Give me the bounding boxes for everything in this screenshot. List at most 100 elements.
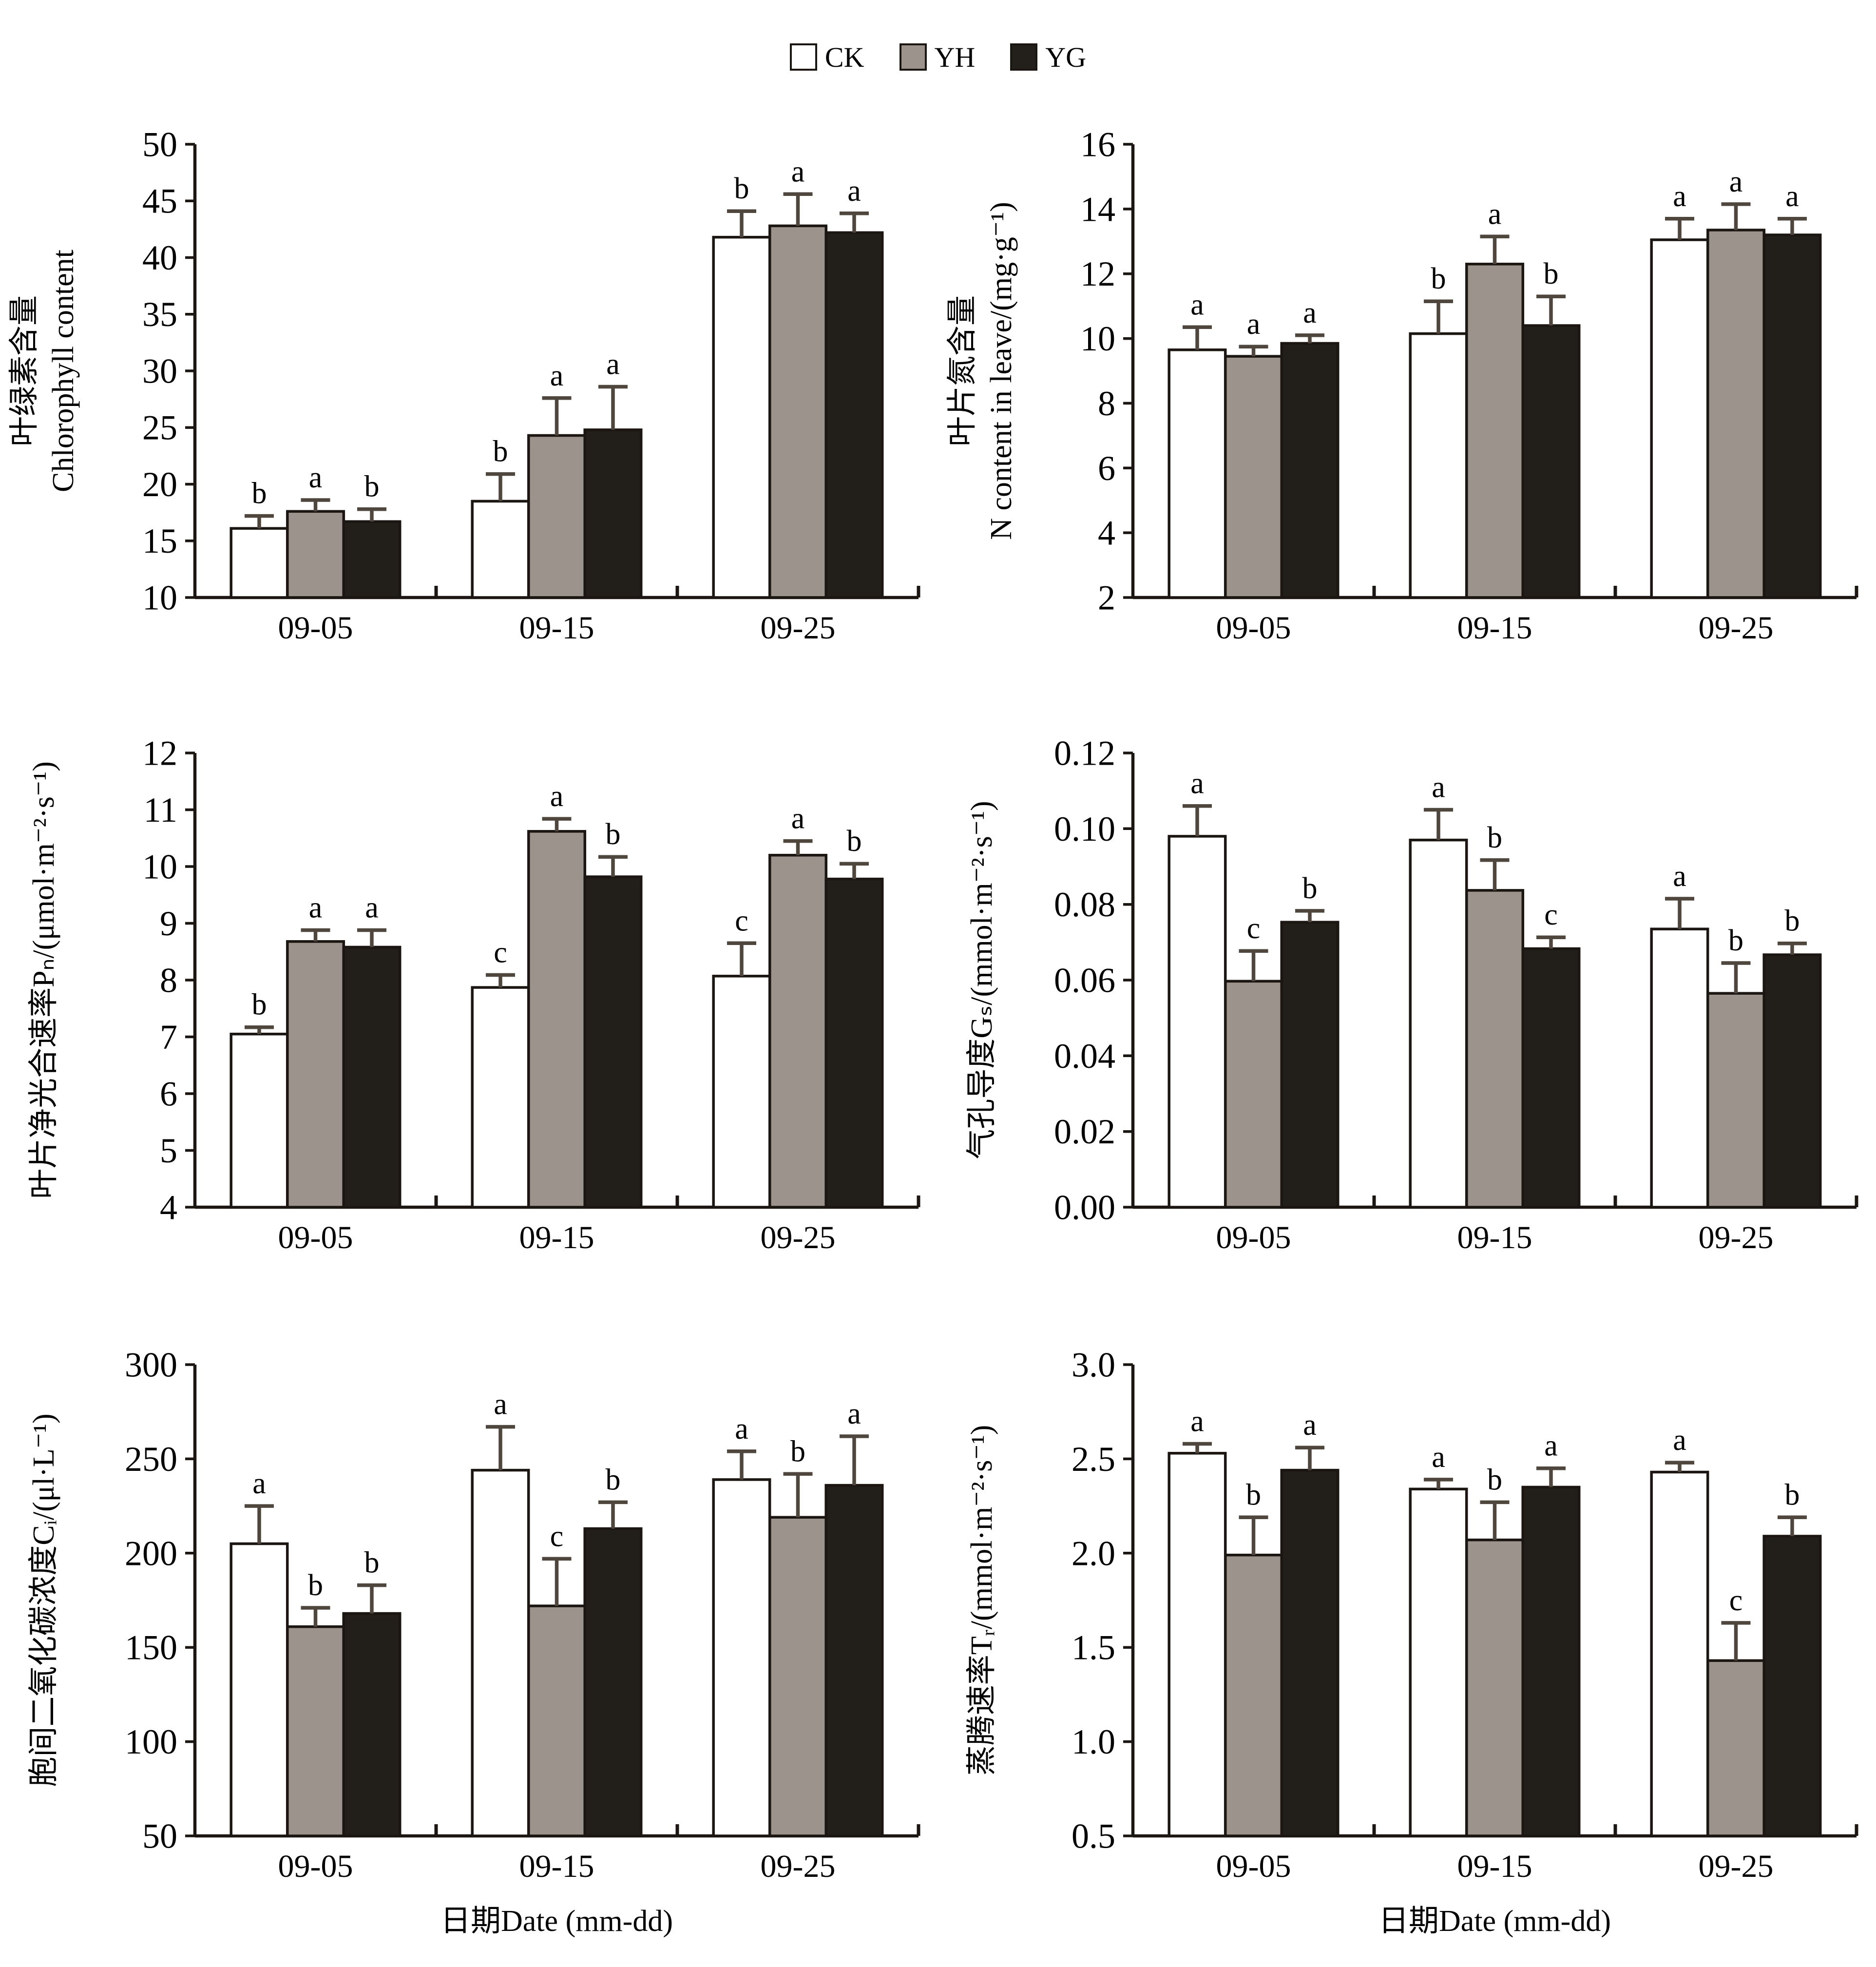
svg-text:日期Date (mm-dd): 日期Date (mm-dd) <box>440 1905 673 1938</box>
svg-text:20: 20 <box>142 465 177 504</box>
svg-text:0.12: 0.12 <box>1054 734 1115 773</box>
svg-text:09-05: 09-05 <box>278 1849 353 1884</box>
svg-text:50: 50 <box>142 1816 177 1855</box>
svg-text:09-15: 09-15 <box>1457 610 1532 646</box>
svg-text:09-05: 09-05 <box>278 1220 353 1255</box>
svg-text:b: b <box>252 988 267 1022</box>
svg-text:a: a <box>1729 165 1743 198</box>
svg-text:3.0: 3.0 <box>1072 1345 1115 1384</box>
svg-text:b: b <box>1487 1463 1502 1496</box>
svg-text:09-25: 09-25 <box>761 1849 836 1884</box>
svg-text:7: 7 <box>160 1018 177 1057</box>
svg-text:50: 50 <box>142 125 177 164</box>
svg-text:10: 10 <box>142 848 177 887</box>
svg-text:a: a <box>252 1467 266 1500</box>
svg-text:叶绿素含量: 叶绿素含量 <box>8 295 41 446</box>
svg-text:b: b <box>1785 1478 1800 1511</box>
svg-text:09-15: 09-15 <box>519 610 594 646</box>
svg-text:c: c <box>494 936 507 969</box>
svg-text:25: 25 <box>142 408 177 447</box>
svg-text:a: a <box>735 1412 748 1446</box>
svg-text:日期Date (mm-dd): 日期Date (mm-dd) <box>1378 1905 1611 1938</box>
svg-text:b: b <box>364 1546 380 1579</box>
svg-text:300: 300 <box>125 1345 177 1384</box>
svg-text:40: 40 <box>142 238 177 277</box>
svg-text:b: b <box>734 172 749 205</box>
svg-text:0.02: 0.02 <box>1054 1112 1115 1151</box>
svg-text:09-15: 09-15 <box>1457 1849 1532 1884</box>
svg-text:1.5: 1.5 <box>1072 1628 1115 1667</box>
svg-text:9: 9 <box>160 904 177 943</box>
svg-text:09-25: 09-25 <box>1699 610 1774 646</box>
svg-text:5: 5 <box>160 1131 177 1170</box>
svg-text:b: b <box>1728 924 1743 957</box>
svg-text:b: b <box>790 1435 805 1468</box>
svg-text:09-05: 09-05 <box>1216 1849 1291 1884</box>
svg-text:12: 12 <box>1080 254 1115 293</box>
svg-text:8: 8 <box>160 961 177 1000</box>
svg-text:a: a <box>847 174 861 208</box>
svg-text:c: c <box>1544 899 1558 932</box>
svg-text:09-05: 09-05 <box>278 610 353 646</box>
svg-text:11: 11 <box>144 791 177 829</box>
svg-text:a: a <box>1673 860 1686 893</box>
svg-text:N content in leave/(mg·g⁻¹): N content in leave/(mg·g⁻¹) <box>985 202 1018 540</box>
svg-text:10: 10 <box>142 579 177 617</box>
svg-text:09-15: 09-15 <box>519 1220 594 1255</box>
svg-text:b: b <box>1785 905 1800 938</box>
svg-text:b: b <box>364 470 380 503</box>
svg-text:250: 250 <box>125 1440 177 1479</box>
svg-text:10: 10 <box>1080 319 1115 358</box>
svg-text:0.08: 0.08 <box>1054 885 1115 924</box>
svg-text:a: a <box>1432 771 1445 804</box>
svg-text:09-15: 09-15 <box>1457 1220 1532 1255</box>
svg-text:b: b <box>606 818 621 851</box>
svg-text:09-25: 09-25 <box>761 1220 836 1255</box>
svg-text:a: a <box>791 155 805 188</box>
svg-text:蒸腾速率Tᵣ/(mmol·m⁻²·s⁻¹): 蒸腾速率Tᵣ/(mmol·m⁻²·s⁻¹) <box>965 1425 998 1775</box>
svg-text:a: a <box>1673 1424 1686 1457</box>
svg-text:14: 14 <box>1080 190 1115 229</box>
svg-text:6: 6 <box>160 1075 177 1114</box>
svg-text:b: b <box>308 1569 323 1602</box>
svg-text:6: 6 <box>1098 449 1115 488</box>
svg-text:0.00: 0.00 <box>1054 1188 1115 1227</box>
svg-text:a: a <box>550 780 564 813</box>
svg-text:a: a <box>1190 1405 1204 1438</box>
svg-text:2.5: 2.5 <box>1072 1440 1115 1479</box>
svg-text:15: 15 <box>142 521 177 560</box>
svg-text:胞间二氧化碳浓度Cᵢ/(μl·L⁻¹): 胞间二氧化碳浓度Cᵢ/(μl·L⁻¹) <box>27 1413 60 1787</box>
svg-text:b: b <box>1431 262 1446 295</box>
svg-text:b: b <box>1544 257 1559 290</box>
svg-text:0.5: 0.5 <box>1072 1816 1115 1855</box>
svg-text:a: a <box>1190 767 1204 800</box>
svg-text:0.06: 0.06 <box>1054 961 1115 1000</box>
svg-text:b: b <box>493 435 508 468</box>
svg-text:b: b <box>1302 872 1318 905</box>
svg-text:100: 100 <box>125 1722 177 1761</box>
svg-text:4: 4 <box>160 1188 177 1227</box>
svg-text:2: 2 <box>1098 579 1115 617</box>
svg-text:a: a <box>1190 288 1204 321</box>
svg-text:09-25: 09-25 <box>1699 1220 1774 1255</box>
svg-text:a: a <box>1303 296 1317 329</box>
svg-text:气孔导度Gₛ/(mmol·m⁻²·s⁻¹): 气孔导度Gₛ/(mmol·m⁻²·s⁻¹) <box>965 801 998 1159</box>
svg-text:a: a <box>309 461 323 494</box>
svg-text:4: 4 <box>1098 514 1115 553</box>
svg-text:a: a <box>550 359 564 392</box>
svg-text:c: c <box>735 905 748 938</box>
svg-text:8: 8 <box>1098 384 1115 423</box>
svg-text:45: 45 <box>142 182 177 221</box>
svg-text:a: a <box>309 891 323 925</box>
svg-text:a: a <box>1432 1441 1445 1474</box>
svg-text:b: b <box>1487 821 1502 854</box>
svg-text:b: b <box>252 477 267 510</box>
svg-text:c: c <box>550 1520 564 1553</box>
svg-text:a: a <box>1488 197 1502 231</box>
svg-text:09-15: 09-15 <box>519 1849 594 1884</box>
svg-text:c: c <box>1247 912 1261 945</box>
svg-text:150: 150 <box>125 1628 177 1667</box>
svg-text:09-25: 09-25 <box>1699 1849 1774 1884</box>
svg-text:a: a <box>791 802 805 835</box>
svg-text:a: a <box>1247 308 1261 341</box>
